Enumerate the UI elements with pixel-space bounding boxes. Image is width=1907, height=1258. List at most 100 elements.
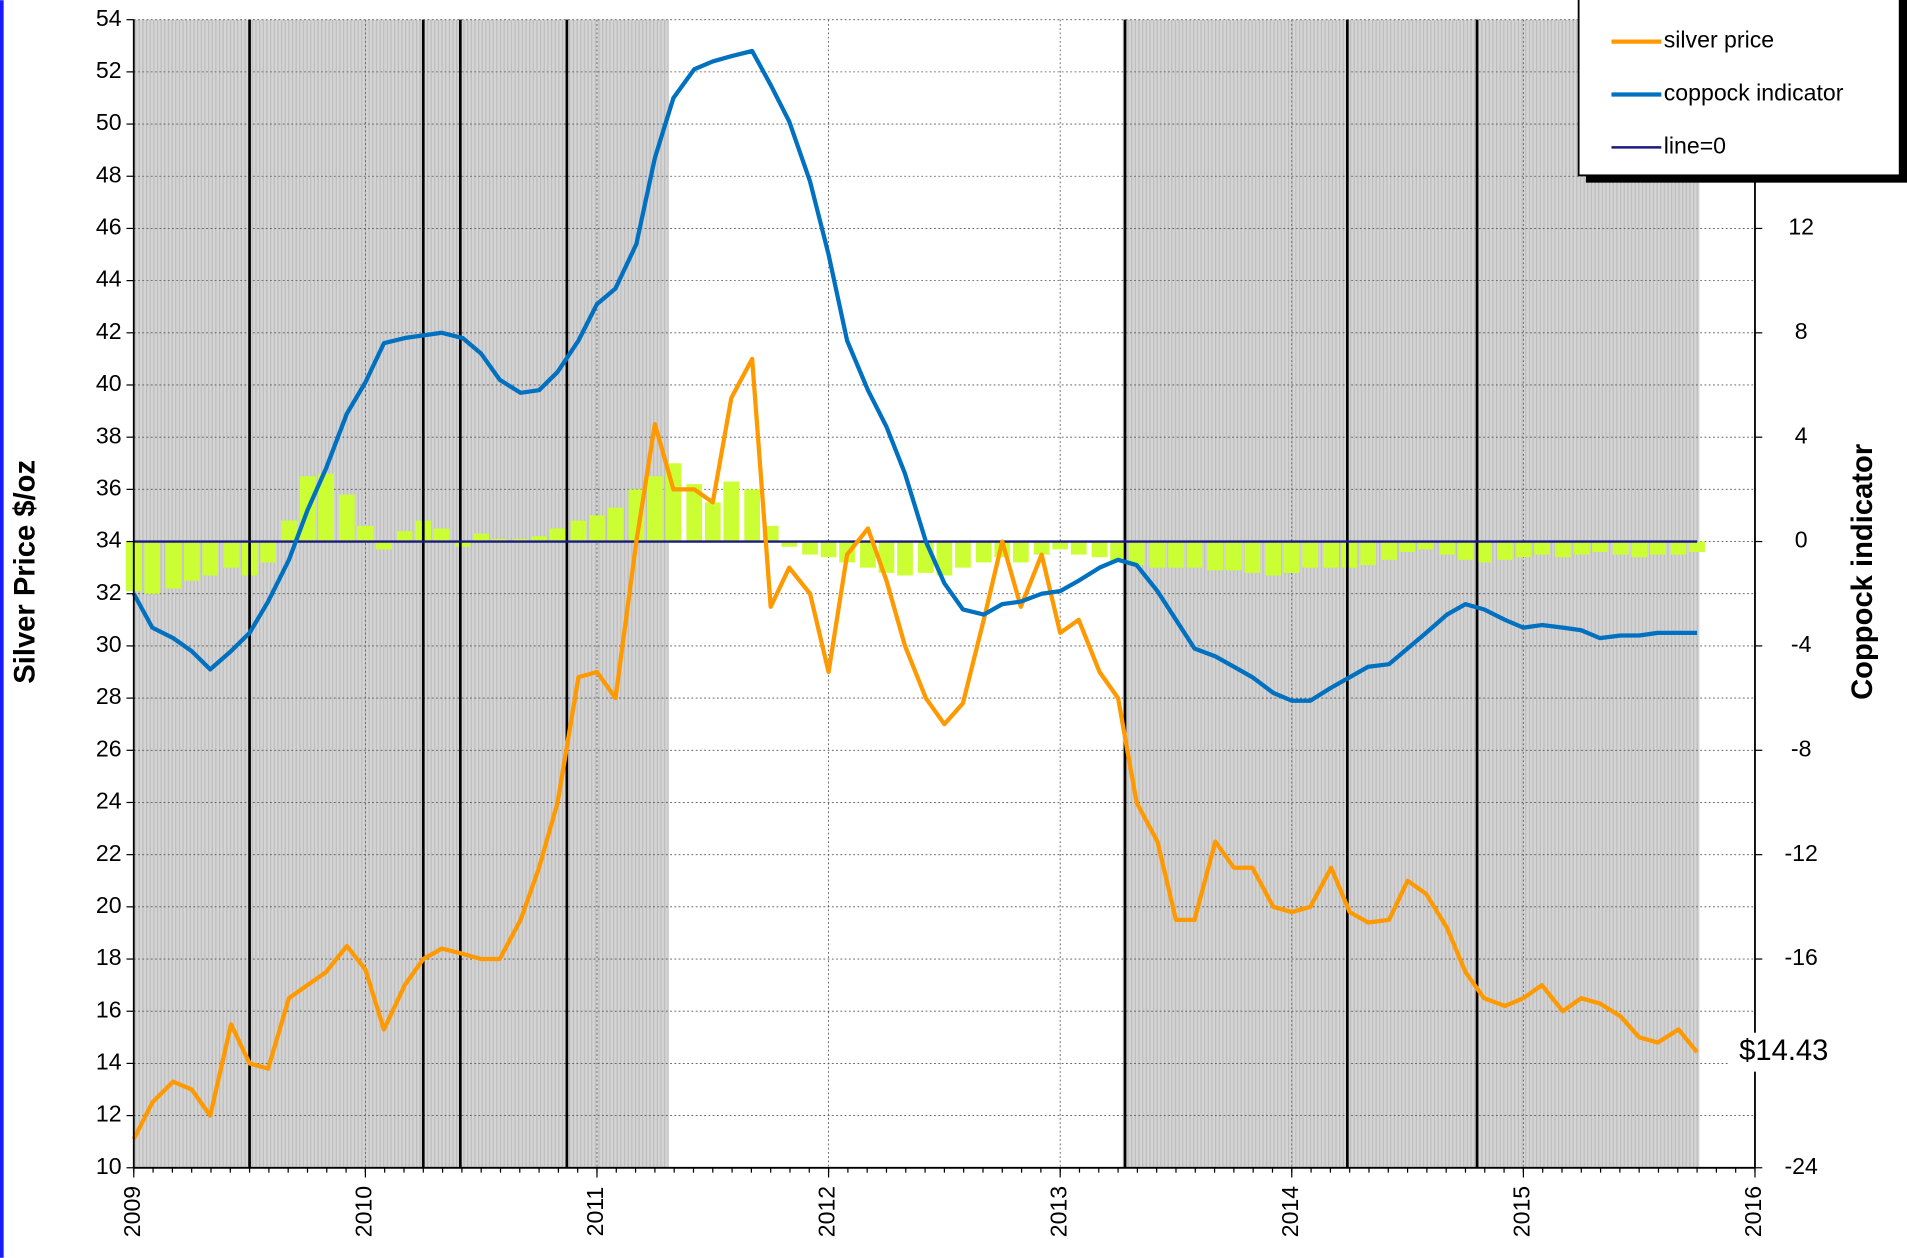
histogram-bar [165,541,182,589]
histogram-bar [1226,541,1242,571]
x-tick-label: 2010 [350,1186,376,1237]
grid-layer [133,19,1756,1169]
y2-tick-label: 12 [1788,214,1814,240]
y-axis-title: Silver Price $/oz [9,460,41,684]
data-layer [125,19,1705,1168]
histogram-bar [820,541,837,558]
histogram-bar [1360,541,1377,566]
y-tick-label: 16 [96,996,122,1022]
y2-axis-title: Coppock indicator [1847,444,1879,700]
x-tick-label: 2015 [1508,1186,1534,1237]
histogram-bar [1457,541,1474,560]
histogram-bar [647,476,663,542]
y-tick-label: 48 [96,161,122,187]
y2-tick-label: -16 [1784,944,1817,970]
series-line [131,48,1698,703]
y-tick-label: 54 [96,5,122,31]
y-tick-label: 14 [96,1049,122,1075]
y2-tick-label: 4 [1795,422,1808,448]
histogram-bar [260,541,276,563]
annotation: $14.43 [1739,1035,1828,1067]
y-tick-label: 28 [96,683,122,709]
histogram-bar [1439,541,1455,555]
histogram-bar [454,541,471,547]
histogram-bar [1515,541,1532,558]
y-tick-label: 52 [96,57,122,83]
y-tick-label: 26 [96,735,122,761]
y-tick-label: 18 [96,944,122,970]
histogram-bar [1418,541,1434,550]
histogram-bar [357,525,374,542]
legend-box [1577,0,1901,177]
histogram-bar [1341,541,1358,568]
histogram-bar [473,533,490,542]
y-tick-label: 42 [96,318,122,344]
histogram-bar [549,528,566,542]
histogram-bar [955,541,971,568]
histogram-bar [1265,541,1282,576]
y-tick-label: 30 [96,631,122,657]
x-tick-label: 2016 [1740,1186,1766,1237]
histogram-bar [1631,541,1648,558]
y2-tick-label: -12 [1784,840,1817,866]
histogram-bar [338,494,355,542]
y-tick-label: 50 [96,109,122,135]
y-tick-label: 44 [96,266,122,292]
legend-label: line=0 [1664,132,1726,158]
histogram-bar [781,541,798,547]
histogram-bar [1554,541,1571,558]
histogram-bar [1670,541,1687,555]
histogram-bar [589,515,605,542]
histogram-bar [1573,541,1590,555]
shaded-region [133,19,669,1168]
histogram-bar [1168,541,1184,568]
histogram-bar [897,541,913,576]
y-tick-label: 12 [96,1101,122,1127]
y2-tick-label: -24 [1784,1153,1818,1179]
y2-tick-label: 8 [1795,318,1808,344]
histogram-bar [531,536,547,542]
histogram-bar [318,473,334,542]
histogram-bar [1399,541,1416,552]
legend-label: coppock indicator [1664,80,1844,106]
histogram-bar [376,541,392,550]
histogram-bar [1110,541,1126,563]
x-tick-label: 2012 [814,1186,840,1237]
y-tick-label: 20 [96,892,122,918]
histogram-bar [1207,541,1224,571]
histogram-bar [1323,541,1340,568]
histogram-bar [607,507,624,542]
histogram-bar [281,520,297,542]
axes-layer: 1012141618202224262830323436384042444648… [96,5,1844,1237]
histogram-bar [744,489,761,542]
histogram-bar [570,520,587,542]
histogram-bar [723,481,740,542]
histogram-bar [1128,541,1145,566]
histogram-bar [202,541,219,576]
histogram-bar [802,541,818,555]
histogram-bar [433,528,450,542]
y2-tick-label: 0 [1795,527,1808,553]
y-tick-label: 36 [96,474,122,500]
series-line [131,356,1699,1141]
histogram-bar [860,541,876,568]
histogram-bar [223,541,239,568]
y-tick-label: 40 [96,370,122,396]
histogram-bar [1591,541,1608,552]
legend-label: silver price [1664,27,1774,53]
histogram-bar [183,541,200,581]
histogram-bar [936,541,953,576]
y-tick-label: 22 [96,840,122,866]
y-tick-label: 10 [96,1153,122,1179]
histogram-bar [1476,541,1492,563]
histogram-bar [1033,541,1050,555]
histogram-bar [1244,541,1261,573]
histogram-bar [491,538,508,542]
legend: silver price coppock indicator line=0 [1577,0,1907,183]
histogram-bar [1534,541,1550,555]
x-tick-label: 2011 [582,1187,608,1237]
histogram-bar [1689,541,1705,552]
histogram-bar [1496,541,1513,560]
